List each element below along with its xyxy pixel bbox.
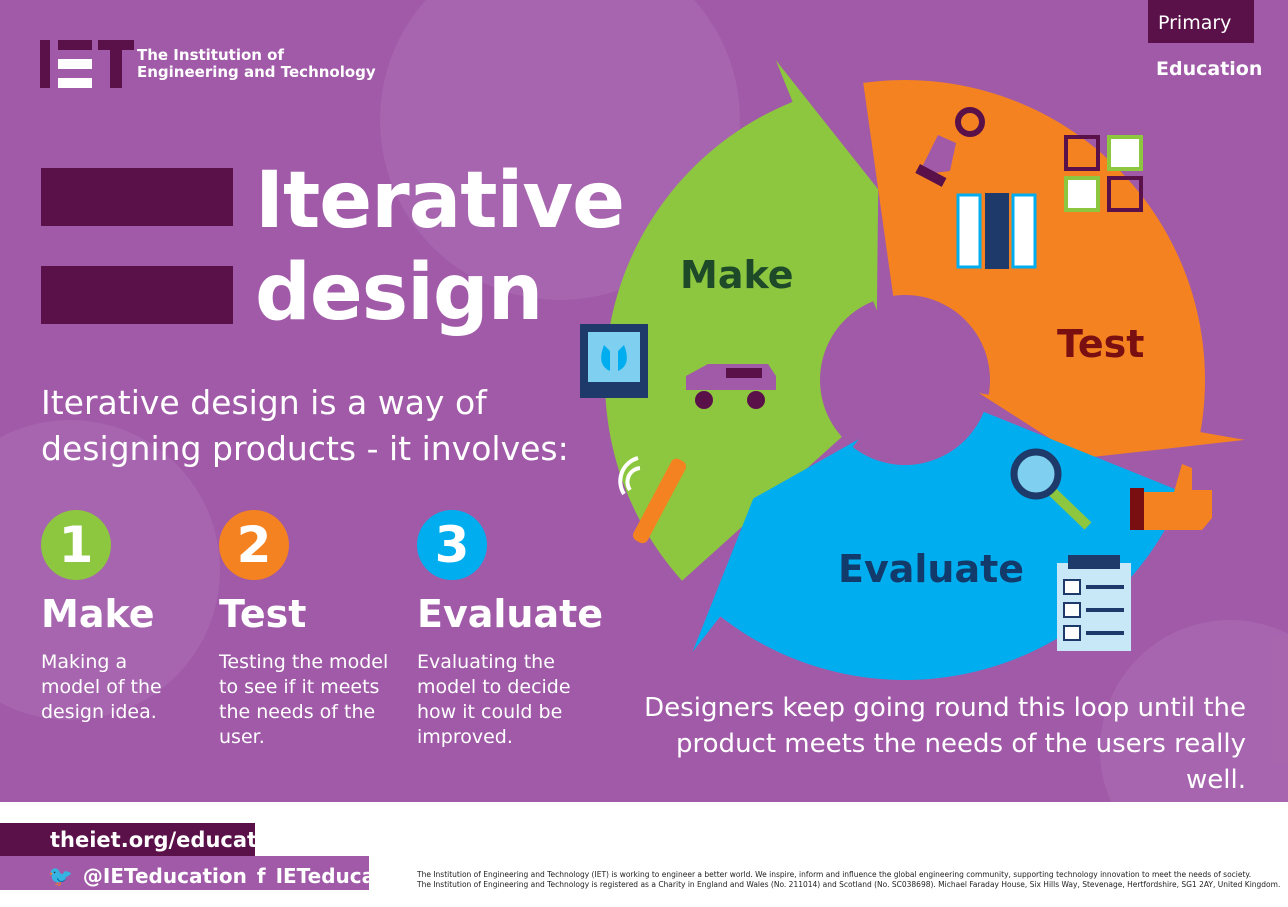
- step-description: Evaluating the model to decide how it co…: [417, 651, 571, 748]
- social-links: 🐦 @IETeducation f IETeducation: [0, 856, 420, 890]
- cycle-label-evaluate: Evaluate: [838, 547, 1024, 591]
- step-number: 1: [41, 510, 111, 580]
- thumbs-up-icon: [1130, 464, 1212, 530]
- 3d-printer-icon: [580, 324, 648, 398]
- iteration-cycle-diagram: Make Test Evaluate: [580, 60, 1245, 681]
- cycle-label-test: Test: [1057, 322, 1144, 366]
- loop-note: Designers keep going round this loop unt…: [644, 693, 1246, 795]
- cycle-arrow-make: [605, 60, 879, 581]
- title-bar: [41, 168, 233, 226]
- step-evaluate: 3 Evaluate Evaluating the model to decid…: [417, 510, 604, 750]
- institution-name-line2: Engineering and Technology: [137, 63, 376, 81]
- section-tag: Education: [1156, 58, 1263, 80]
- title-line2: design: [255, 248, 543, 338]
- legal-text: The Institution of Engineering and Techn…: [417, 870, 1280, 890]
- checkbox-grid-icon: [1064, 135, 1143, 212]
- toothbrush-icon: [618, 456, 687, 544]
- step-heading: Test: [219, 592, 307, 636]
- level-tag: Primary: [1148, 0, 1254, 43]
- step-test: 2 Test Testing the model to see if it me…: [219, 510, 394, 750]
- legal-line1: The Institution of Engineering and Techn…: [417, 870, 1252, 879]
- intro-text: Iterative design is a way of designing p…: [41, 383, 569, 468]
- title-bar: [41, 266, 233, 324]
- quiz-cards-icon: [956, 193, 1037, 269]
- cycle-arrow-test: [863, 79, 1245, 459]
- facebook-icon: f: [256, 864, 266, 888]
- iet-logo-mark: [40, 40, 134, 88]
- step-make: 1 Make Making a model of the design idea…: [41, 510, 191, 725]
- step-heading: Make: [41, 592, 155, 636]
- car-icon: [686, 364, 776, 409]
- step-heading: Evaluate: [417, 592, 604, 636]
- iet-logo: The Institution of Engineering and Techn…: [40, 40, 376, 88]
- page-title: Iterative design: [255, 155, 625, 339]
- website-link[interactable]: theiet.org/education: [0, 823, 294, 856]
- poster: The Institution of Engineering and Techn…: [0, 0, 1288, 802]
- magnifier-icon: [1010, 448, 1092, 530]
- legal-line2: The Institution of Engineering and Techn…: [417, 880, 1281, 889]
- step-description: Making a model of the design idea.: [41, 651, 162, 723]
- twitter-handle[interactable]: @IETeducation: [82, 864, 247, 888]
- title-line1: Iterative: [255, 156, 625, 246]
- clipboard-checklist-icon: [1057, 555, 1131, 651]
- step-description: Testing the model to see if it meets the…: [219, 651, 389, 748]
- facebook-handle[interactable]: IETeducation: [275, 864, 420, 888]
- step-number: 2: [219, 510, 289, 580]
- institution-name-line1: The Institution of: [137, 46, 285, 64]
- institution-name: The Institution of Engineering and Techn…: [137, 47, 376, 81]
- step-number: 3: [417, 510, 487, 580]
- twitter-icon: 🐦: [48, 864, 73, 888]
- cycle-label-make: Make: [680, 253, 793, 297]
- pointing-hand-icon: [915, 107, 985, 187]
